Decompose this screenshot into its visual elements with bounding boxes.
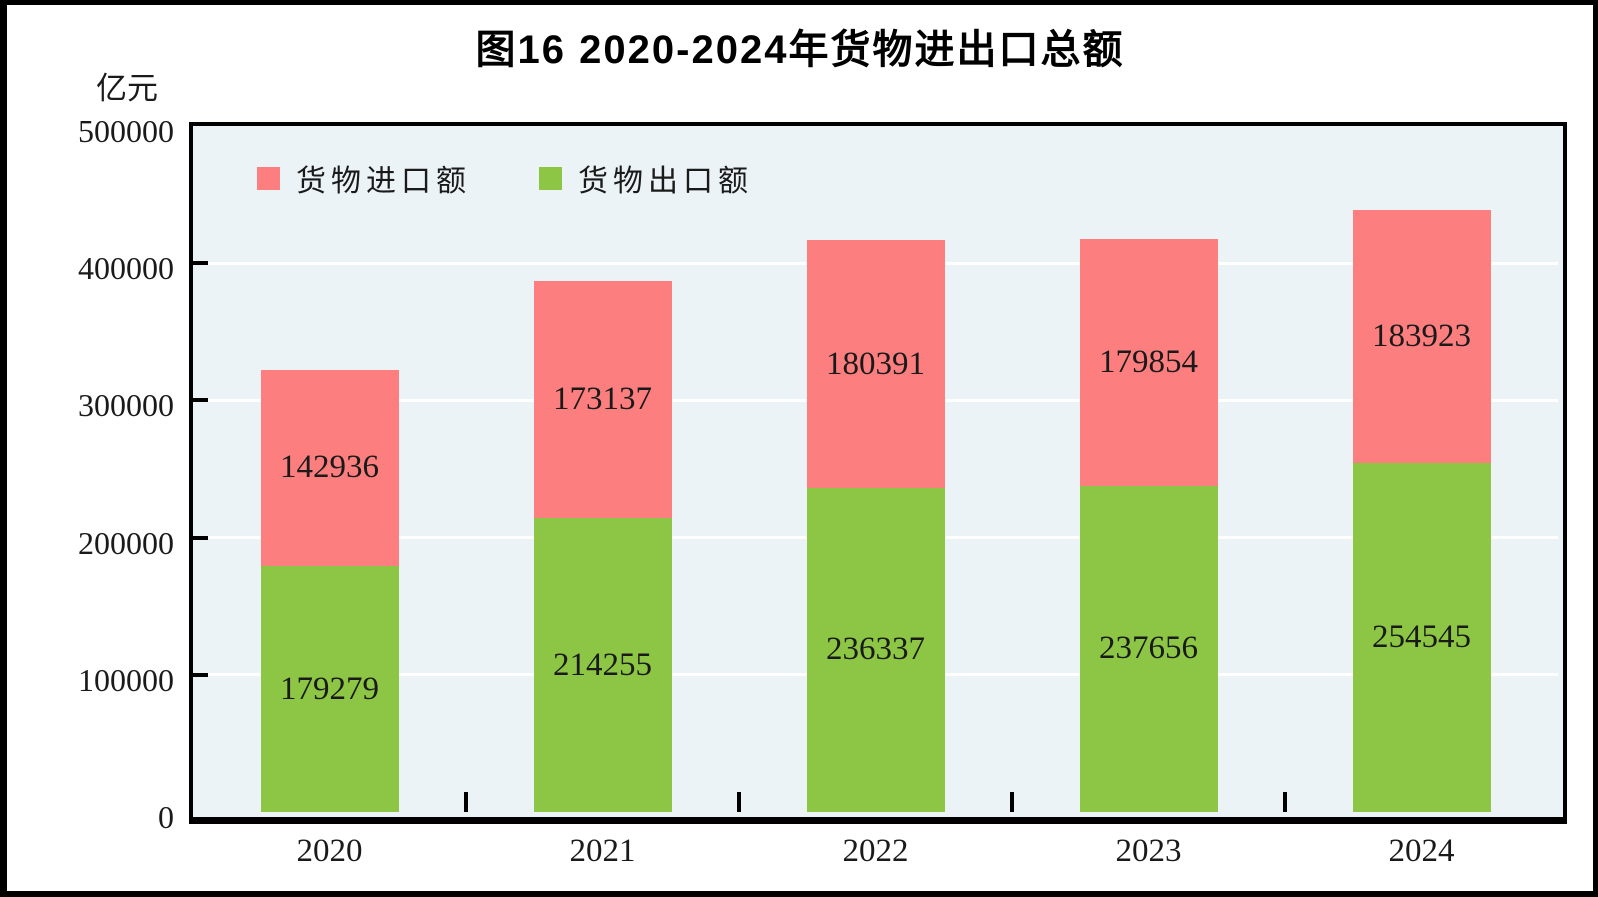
x-tick-label-2020: 2020 <box>296 833 363 869</box>
bar-value-import-2024: 183923 <box>1372 318 1471 355</box>
y-tick-label-100000: 100000 <box>78 661 174 698</box>
chart-title: 图16 2020-2024年货物进出口总额 <box>475 28 1125 72</box>
bar-value-import-2023: 179854 <box>1099 344 1198 381</box>
y-tick-mark-400000 <box>193 261 208 266</box>
y-tick-mark-100000 <box>193 672 208 677</box>
y-tick-mark-200000 <box>193 535 208 540</box>
bar-2020: 142936 179279 <box>260 369 399 812</box>
bar-value-export-2021: 214255 <box>553 646 652 683</box>
plot-area: 142936 179279 173137 214255 180391 236337 1798… <box>189 122 1567 824</box>
bar-segment-import-2021: 173137 <box>533 280 672 519</box>
legend-item-export: 货物出口额 <box>539 156 753 200</box>
bar-value-export-2024: 254545 <box>1372 618 1471 655</box>
x-tick-mark-3 <box>1010 792 1014 812</box>
y-axis-unit-label: 亿元 <box>96 71 158 106</box>
y-tick-label-0: 0 <box>158 799 174 835</box>
y-tick-label-300000: 300000 <box>78 387 174 424</box>
legend-swatch-export <box>539 166 562 190</box>
x-tick-mark-4 <box>1283 792 1287 812</box>
bar-segment-import-2023: 179854 <box>1079 239 1218 486</box>
bar-segment-export-2022: 236337 <box>806 487 945 812</box>
bar-segment-import-2020: 142936 <box>260 369 399 567</box>
plot-inner: 142936 179279 173137 214255 180391 236337 1798… <box>193 126 1558 812</box>
x-tick-label-2021: 2021 <box>569 833 636 869</box>
legend-item-import: 货物进口额 <box>257 156 471 200</box>
bar-value-import-2022: 180391 <box>826 345 925 382</box>
bar-segment-export-2024: 254545 <box>1352 462 1491 812</box>
bar-2021: 173137 214255 <box>533 280 672 812</box>
bar-value-export-2022: 236337 <box>826 631 925 668</box>
legend-label-import: 货物进口额 <box>296 165 471 198</box>
bar-value-import-2020: 142936 <box>280 449 379 486</box>
x-tick-label-2022: 2022 <box>842 833 909 869</box>
bar-value-import-2021: 173137 <box>553 380 652 417</box>
bar-2024: 183923 254545 <box>1352 210 1491 812</box>
bar-segment-export-2021: 214255 <box>533 518 672 812</box>
y-tick-label-200000: 200000 <box>78 524 174 561</box>
bar-segment-import-2022: 180391 <box>806 240 945 488</box>
x-tick-mark-2 <box>737 792 741 812</box>
bar-value-export-2023: 237656 <box>1099 630 1198 667</box>
x-tick-mark-1 <box>464 792 468 812</box>
legend-swatch-import <box>257 166 280 190</box>
x-tick-label-2023: 2023 <box>1115 833 1182 869</box>
x-tick-label-2024: 2024 <box>1388 833 1455 869</box>
y-tick-label-400000: 400000 <box>78 250 174 287</box>
bar-value-export-2020: 179279 <box>280 670 379 707</box>
y-tick-mark-300000 <box>193 398 208 403</box>
bar-segment-export-2023: 237656 <box>1079 485 1218 812</box>
bar-2023: 179854 237656 <box>1079 239 1218 812</box>
legend: 货物进口额 货物出口额 <box>257 156 753 200</box>
bar-segment-import-2024: 183923 <box>1352 210 1491 463</box>
y-tick-label-500000: 500000 <box>78 113 174 149</box>
legend-label-export: 货物出口额 <box>578 165 753 198</box>
bar-2022: 180391 236337 <box>806 240 945 812</box>
bar-segment-export-2020: 179279 <box>260 566 399 812</box>
